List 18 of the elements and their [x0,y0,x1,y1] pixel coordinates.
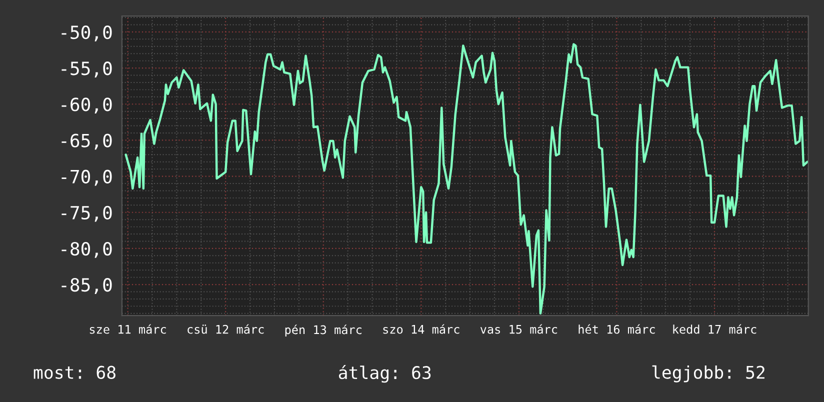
x-tick-label: hét 16 márc [578,324,655,334]
x-tick-label: vas 15 márc [480,324,558,334]
y-tick-label: -85,0 [62,278,112,294]
y-tick-label: -70,0 [62,170,112,186]
x-tick-label: sze 11 márc [90,324,166,334]
x-tick-label: szo 14 márc [383,324,460,334]
y-tick-label: -50,0 [62,25,112,42]
y-tick-label: -65,0 [62,134,112,150]
x-tick-label: kedd 17 márc [673,324,756,334]
y-tick-label: -55,0 [62,62,112,78]
text: most: 68 [34,366,116,379]
y-tick-label: -75,0 [62,206,112,222]
x-tick-label: pén 13 márc [285,324,362,336]
text: legjobb: 52 [652,365,764,382]
x-tick-label: csü 12 márc [188,324,264,334]
text: átlag: 63 [338,365,431,383]
y-tick-label: -60,0 [62,98,112,114]
y-tick-label: -80,0 [62,242,112,258]
